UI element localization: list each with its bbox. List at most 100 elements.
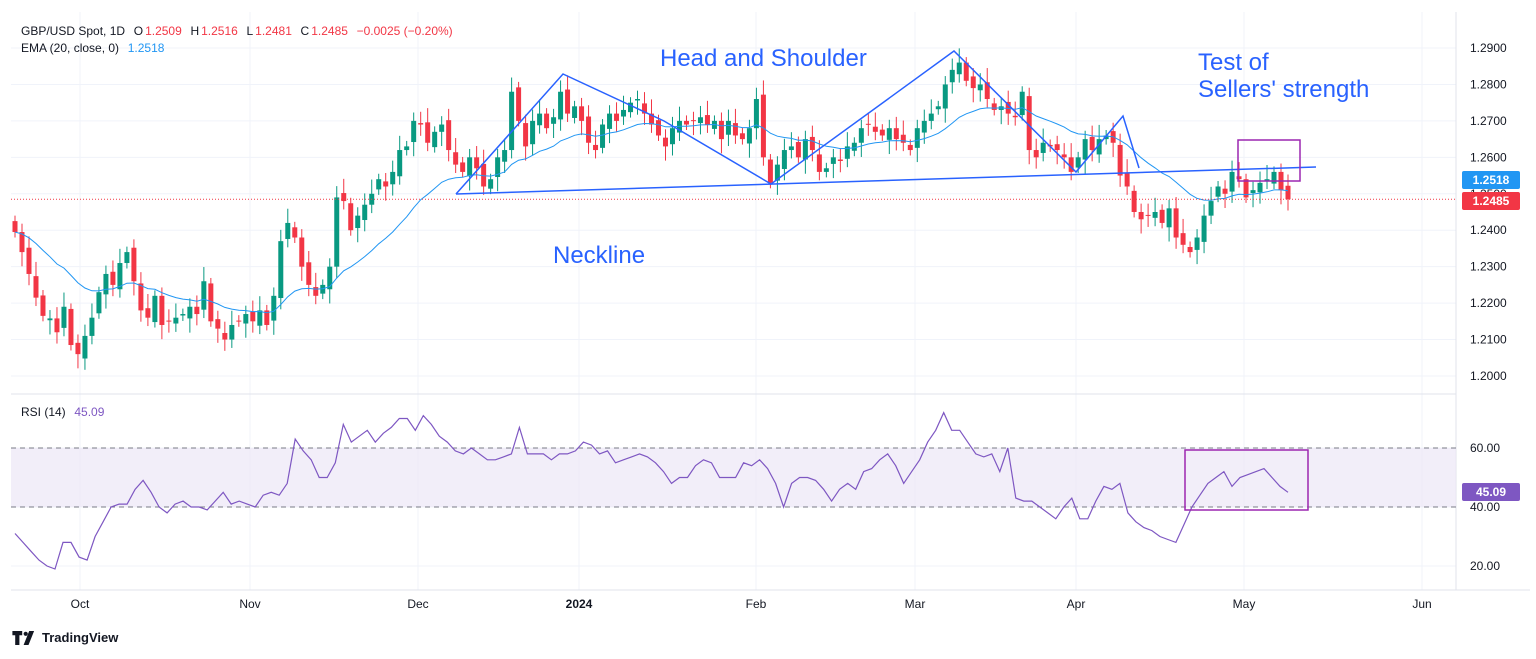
candle	[991, 97, 997, 116]
head-shoulder-label: Head and Shoulder	[660, 45, 867, 72]
candle	[516, 81, 522, 127]
candle-body	[753, 99, 759, 129]
candle-body	[439, 124, 445, 132]
candle-body	[509, 91, 515, 151]
candle	[439, 116, 445, 147]
candle-body	[865, 123, 871, 125]
candle-body	[767, 159, 773, 183]
candle	[257, 296, 263, 335]
price-tick-label: 1.2300	[1470, 260, 1507, 274]
candle	[488, 173, 494, 195]
price-tick-label: 1.2000	[1470, 369, 1507, 383]
low-value: 1.2481	[255, 24, 292, 38]
candle-body	[1019, 91, 1025, 116]
candle-body	[872, 126, 878, 132]
candle	[369, 179, 375, 214]
ema-legend[interactable]: EMA (20, close, 0) 1.2518	[21, 41, 166, 55]
candle	[446, 108, 452, 162]
candle-body	[851, 142, 857, 151]
candle-body	[33, 276, 39, 298]
rsi-legend[interactable]: RSI (14) 45.09	[21, 405, 106, 419]
candle-body	[690, 120, 696, 122]
candle-body	[1229, 171, 1235, 192]
candle-body	[1257, 182, 1263, 193]
candle-body	[229, 324, 235, 340]
candle-body	[355, 215, 361, 229]
candle	[222, 321, 228, 351]
candle	[1040, 128, 1046, 162]
candle-body	[117, 263, 123, 290]
rsi-test-box	[1184, 449, 1309, 511]
candle-body	[781, 150, 787, 169]
candle-body	[54, 318, 60, 333]
candle	[851, 137, 857, 157]
candle	[900, 120, 906, 152]
candle-body	[963, 62, 969, 81]
candle-body	[697, 117, 703, 124]
candle	[229, 310, 235, 348]
candle-body	[222, 332, 228, 340]
candle	[460, 156, 466, 178]
candle	[1222, 180, 1228, 208]
candle-body	[432, 131, 438, 148]
candle-body	[89, 317, 95, 336]
candle-body	[593, 144, 599, 151]
ema-value: 1.2518	[127, 41, 165, 55]
candle	[320, 279, 326, 300]
candle-body	[830, 157, 836, 164]
candle-body	[264, 310, 270, 325]
neckline-label: Neckline	[553, 242, 645, 269]
candle-body	[299, 237, 305, 267]
candle-body	[579, 106, 585, 121]
candle	[1201, 204, 1207, 254]
candle	[1278, 163, 1284, 205]
candle	[928, 99, 934, 130]
candle-body	[285, 222, 291, 239]
candle	[893, 116, 899, 151]
candle-body	[334, 197, 340, 267]
candle-body	[935, 106, 941, 110]
candle	[334, 186, 340, 278]
candle	[33, 261, 39, 307]
candle	[586, 105, 592, 155]
candle-body	[236, 320, 242, 322]
candle	[285, 208, 291, 248]
candle-body	[516, 87, 522, 121]
symbol-name[interactable]: GBP/USD Spot, 1D	[21, 24, 126, 38]
rsi-tick-label: 60.00	[1470, 441, 1500, 455]
time-tick-label: Oct	[71, 597, 90, 611]
candle	[970, 68, 976, 103]
candle	[614, 102, 620, 133]
candle-body	[40, 295, 46, 316]
candle-body	[1222, 188, 1228, 194]
candle	[795, 136, 801, 163]
candle	[201, 267, 207, 319]
candle-body	[809, 136, 815, 151]
candle	[117, 248, 123, 298]
rsi-tick-label: 40.00	[1470, 500, 1500, 514]
candle-body	[257, 310, 263, 326]
candle	[40, 289, 46, 322]
price-tick-label: 1.2600	[1470, 150, 1507, 164]
candle-body	[173, 317, 179, 324]
candle-body	[1075, 157, 1081, 168]
candle	[264, 304, 270, 331]
tradingview-logo[interactable]: TradingView	[12, 630, 118, 645]
candle	[872, 112, 878, 141]
candle-body	[586, 116, 592, 143]
candle-body	[530, 120, 536, 145]
candle	[984, 68, 990, 108]
candle	[551, 108, 557, 139]
head-shoulder-drawing	[455, 50, 1317, 195]
candle-body	[907, 144, 913, 151]
candle	[963, 57, 969, 87]
candle	[1033, 138, 1039, 169]
candle	[1054, 135, 1060, 165]
candle-body	[376, 179, 382, 190]
candle-body	[942, 84, 948, 109]
candle-body	[991, 103, 997, 110]
candle-body	[82, 335, 88, 359]
time-tick-label: Nov	[239, 597, 260, 611]
candle-body	[1145, 214, 1151, 216]
